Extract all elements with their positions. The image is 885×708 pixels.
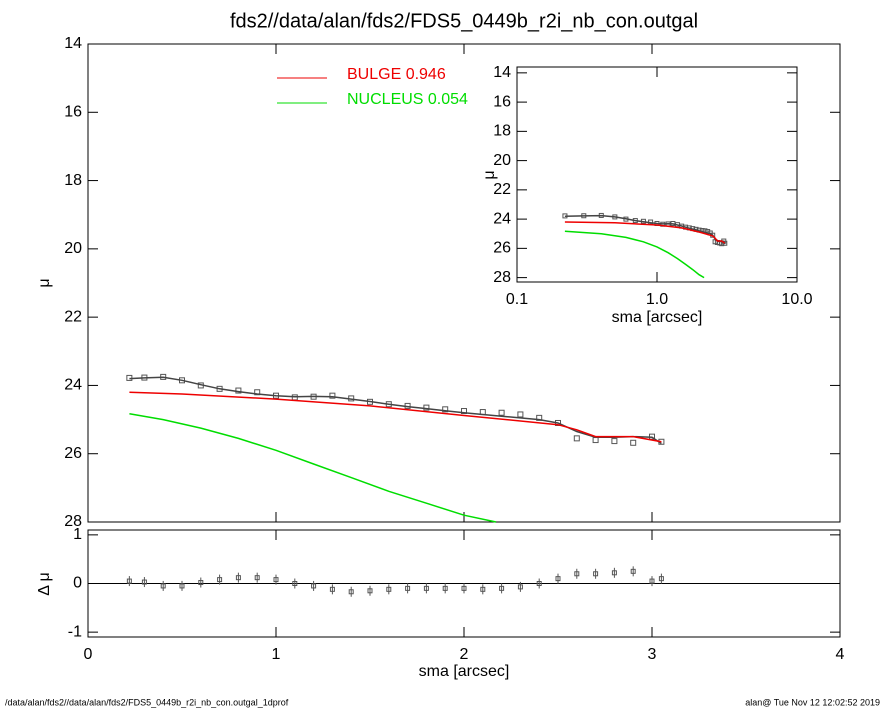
data-point [611, 438, 618, 445]
data-point [722, 240, 728, 246]
residual-point [235, 575, 241, 581]
residual-point [593, 571, 599, 577]
residual-point [555, 576, 561, 582]
residual-point [423, 585, 429, 591]
model-line [564, 221, 726, 244]
residual-point [517, 584, 523, 590]
y-tick-label: 26 [493, 240, 511, 257]
x-tick-label: 0.1 [506, 291, 528, 308]
y-tick-label: -1 [68, 623, 82, 640]
residual-point [348, 589, 354, 595]
residual-point [367, 588, 373, 594]
data-point [536, 414, 543, 421]
data-point [517, 411, 524, 418]
x-tick-label: 2 [460, 646, 469, 663]
residual-point [536, 581, 542, 586]
residual-point [217, 577, 223, 583]
legend-label: NUCLEUS 0.054 [347, 91, 468, 108]
residual-point [141, 579, 147, 585]
y-tick-label: 18 [493, 123, 511, 140]
y-tick-label: 24 [493, 210, 511, 227]
y-tick-label: 26 [64, 445, 82, 462]
chart-title: fds2//data/alan/fds2/FDS5_0449b_r2i_nb_c… [230, 10, 698, 32]
y-tick-label: 28 [493, 269, 511, 286]
residual-point [405, 585, 411, 591]
model-line [129, 391, 662, 443]
x-axis-label: sma [arcsec] [612, 309, 703, 326]
y-tick-label: 16 [64, 104, 82, 121]
residual-point [311, 583, 317, 589]
x-axis-label: sma [arcsec] [419, 663, 510, 680]
residual-point [649, 578, 655, 584]
y-tick-label: 14 [493, 64, 511, 81]
y-tick-label: 20 [64, 240, 82, 257]
residual-point [658, 576, 664, 582]
y-axis-label: μ [481, 170, 498, 179]
y-tick-label: 1 [73, 526, 82, 543]
residual-point [198, 580, 204, 586]
data-point [329, 392, 336, 399]
residual-point [292, 581, 298, 586]
data-point [573, 435, 580, 442]
x-tick-label: 1 [272, 646, 281, 663]
footer-right: alan@ Tue Nov 12 12:02:52 2019 [745, 697, 880, 707]
x-tick-label: 10.0 [781, 291, 812, 308]
residual-point [273, 577, 279, 583]
residual-point [386, 586, 392, 592]
footer-left: /data/alan/fds2//data/alan/fds2/FDS5_044… [5, 697, 289, 707]
residual-point [254, 575, 260, 581]
data-point [442, 406, 449, 413]
y-tick-label: 18 [64, 172, 82, 189]
model-line [564, 230, 705, 279]
legend-label: BULGE 0.946 [347, 66, 446, 83]
residual-point [630, 568, 636, 574]
y-axis-label: Δ μ [36, 572, 53, 595]
residual-point [329, 586, 335, 592]
residual-point [461, 585, 467, 591]
x-tick-label: 4 [836, 646, 845, 663]
data-point [254, 389, 261, 396]
y-tick-label: 24 [64, 377, 82, 394]
residual-point [442, 585, 448, 591]
x-tick-label: 3 [648, 646, 657, 663]
residual-point [160, 583, 166, 589]
x-tick-label: 0 [84, 646, 93, 663]
y-tick-label: 14 [64, 35, 82, 52]
residual-point [499, 585, 505, 591]
data-point [498, 409, 505, 416]
y-tick-label: 16 [493, 93, 511, 110]
y-axis-label: μ [36, 278, 53, 287]
y-tick-label: 28 [64, 513, 82, 530]
residual-point [480, 586, 486, 592]
residual-point [179, 583, 185, 589]
data-point [461, 408, 467, 415]
y-tick-label: 22 [493, 181, 511, 198]
residual-point [126, 578, 132, 584]
y-tick-label: 22 [64, 308, 82, 325]
x-tick-label: 1.0 [646, 291, 668, 308]
model-line [129, 376, 662, 445]
inset-background [517, 67, 797, 282]
residual-point [574, 571, 580, 577]
data-point [630, 439, 637, 446]
y-tick-label: 20 [493, 152, 511, 169]
y-tick-label: 0 [73, 575, 82, 592]
model-line [129, 413, 497, 523]
residual-point [611, 570, 617, 576]
